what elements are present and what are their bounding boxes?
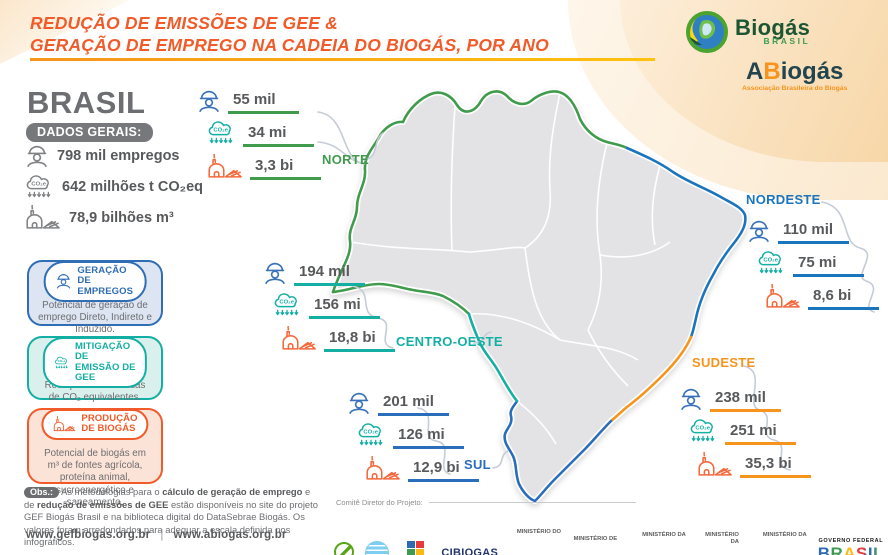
page-title: REDUÇÃO DE EMISSÕES DE GEE & GERAÇÃO DE … — [30, 13, 549, 55]
worker-icon — [196, 88, 222, 114]
brasil-stat-jobs: 798 mil empregos — [24, 140, 224, 171]
region-label-norte: NORTE — [322, 152, 369, 167]
itaipu-icon — [406, 540, 424, 555]
co2e-icon — [206, 119, 237, 147]
ministry-ciencia: MINISTÉRIO DA CIÊNCIA, TECNOLOGIA E INOV… — [762, 532, 807, 539]
region-border-norte — [331, 90, 629, 294]
brasil-title: BRASIL — [27, 85, 146, 120]
region-border-sudeste — [609, 335, 693, 423]
co2e-icon — [54, 353, 70, 373]
biodigester-icon — [364, 455, 402, 482]
region-border-norte-west — [331, 282, 471, 316]
region-stats-sul: 201 mil 126 mi 12,9 bi — [346, 386, 479, 485]
ministry-minas-energia: MINISTÉRIO DE MINAS E ENERGIA — [573, 535, 618, 542]
co2e-icon — [756, 249, 787, 277]
callout-connectors — [317, 111, 875, 475]
biodigester-icon — [280, 325, 318, 352]
abiogas-logo: ABiogás Associação Brasileira do Biogás — [742, 58, 848, 92]
legend-box-mitigacao: MITIGAÇÃO DE EMISSÃO DE GEE Redução em t… — [27, 336, 163, 403]
worker-icon — [262, 260, 288, 286]
biogas-logo-name: Biogás — [735, 15, 811, 41]
footer-logos: gef UNIDO ITAIPU BINACIONAL CIBIOGAS MIN… — [334, 510, 884, 555]
region-stats-sudeste: 238 mil 251 mi 35,3 bi — [678, 382, 811, 481]
region-stats-norte: 55 mil 34 mi 3,3 bi — [196, 84, 321, 183]
committee-label: Comitê Diretor do Projeto: — [336, 498, 636, 507]
biodigester-icon — [24, 204, 62, 231]
legend-desc-empregos: Potencial de geração de emprego Direto, … — [38, 300, 152, 336]
worker-icon — [346, 390, 372, 416]
unido-icon — [365, 540, 389, 555]
co2e-icon — [688, 417, 719, 445]
biogas-logo-sub: BRASIL — [763, 36, 811, 47]
globe-icon — [686, 11, 728, 53]
state-borders — [349, 92, 671, 445]
unido-logo: UNIDO — [365, 540, 389, 555]
methodology-note: Obs.: As metodologias para o cálculo de … — [24, 486, 318, 548]
biodigester-icon — [764, 283, 802, 310]
region-label-centrooeste: CENTRO-OESTE — [396, 334, 503, 349]
region-border-sul — [503, 399, 613, 503]
itaipu-logo: ITAIPU BINACIONAL — [400, 540, 430, 555]
ministry-meio-ambiente: MINISTÉRIO DO MEIO AMBIENTE E MUDANÇA DO… — [515, 528, 562, 555]
region-label-sul: SUL — [464, 457, 491, 472]
title-underline — [30, 58, 655, 61]
legend-desc-producao: Potencial de biogás em m³ de fontes agrí… — [44, 448, 146, 508]
dados-gerais-badge: DADOS GERAIS: — [26, 123, 153, 142]
obs-badge: Obs.: — [24, 487, 60, 498]
legend-box-empregos: GERAÇÃO DE EMPREGOS Potencial de geração… — [27, 260, 163, 335]
biodigester-icon — [696, 451, 734, 478]
ministry-integracao: MINISTÉRIO DA INTEGRAÇÃO E DO DESENVOLVI… — [642, 532, 686, 539]
brasil-stats: 798 mil empregos 642 milhões t CO₂eq 78,… — [24, 140, 224, 233]
governo-federal-logo: GOVERNO FEDERAL BRASIL UNIÃO E RECONSTRU… — [818, 539, 884, 555]
legend-pill-producao: PRODUÇÃO DE BIOGÁS — [41, 409, 149, 440]
region-label-nordeste: NORDESTE — [746, 192, 821, 207]
ministry-agricultura: MINISTÉRIO DA AGRICULTURA E PECUÁRIA — [705, 532, 739, 546]
legend-pill-mitigacao: MITIGAÇÃO DE EMISSÃO DE GEE — [42, 337, 148, 388]
legend-pill-empregos: GERAÇÃO DE EMPREGOS — [43, 261, 147, 302]
brazil-map-shape — [330, 88, 749, 504]
website-links: www.gefbiogas.org.br | www.abiogas.org.br — [26, 529, 287, 541]
cibiogas-logo: CIBIOGAS — [441, 546, 499, 555]
co2e-icon — [272, 291, 303, 319]
gefbiogas-link[interactable]: www.gefbiogas.org.br — [26, 529, 151, 541]
co2e-icon — [356, 421, 387, 449]
biodigester-icon — [206, 153, 244, 180]
worker-icon — [678, 386, 704, 412]
abiogas-logo-sub: Associação Brasileira do Biogás — [742, 85, 848, 92]
region-stats-centrooeste: 194 mil 156 mi 18,8 bi — [262, 256, 395, 355]
brasil-stat-co2: 642 milhões t CO₂eq — [24, 171, 224, 202]
region-label-sudeste: SUDESTE — [692, 355, 756, 370]
region-border-centrooeste — [467, 312, 519, 403]
worker-icon — [746, 218, 772, 244]
worker-icon — [24, 143, 50, 169]
biogas-brasil-logo: Biogás BRASIL — [686, 11, 810, 53]
legend-box-producao: PRODUÇÃO DE BIOGÁS Potencial de biogás e… — [27, 408, 163, 508]
gef-icon — [334, 541, 354, 555]
worker-icon — [55, 271, 73, 291]
brasil-stat-biogas: 78,9 bilhões m³ — [24, 202, 224, 233]
abiogas-link[interactable]: www.abiogas.org.br — [173, 529, 287, 541]
gef-logo: gef — [334, 541, 354, 555]
co2e-icon — [24, 173, 55, 201]
biodigester-icon — [52, 415, 76, 433]
region-stats-nordeste: 110 mil 75 mi 8,6 bi — [746, 214, 879, 313]
region-border-nordeste — [625, 146, 747, 339]
